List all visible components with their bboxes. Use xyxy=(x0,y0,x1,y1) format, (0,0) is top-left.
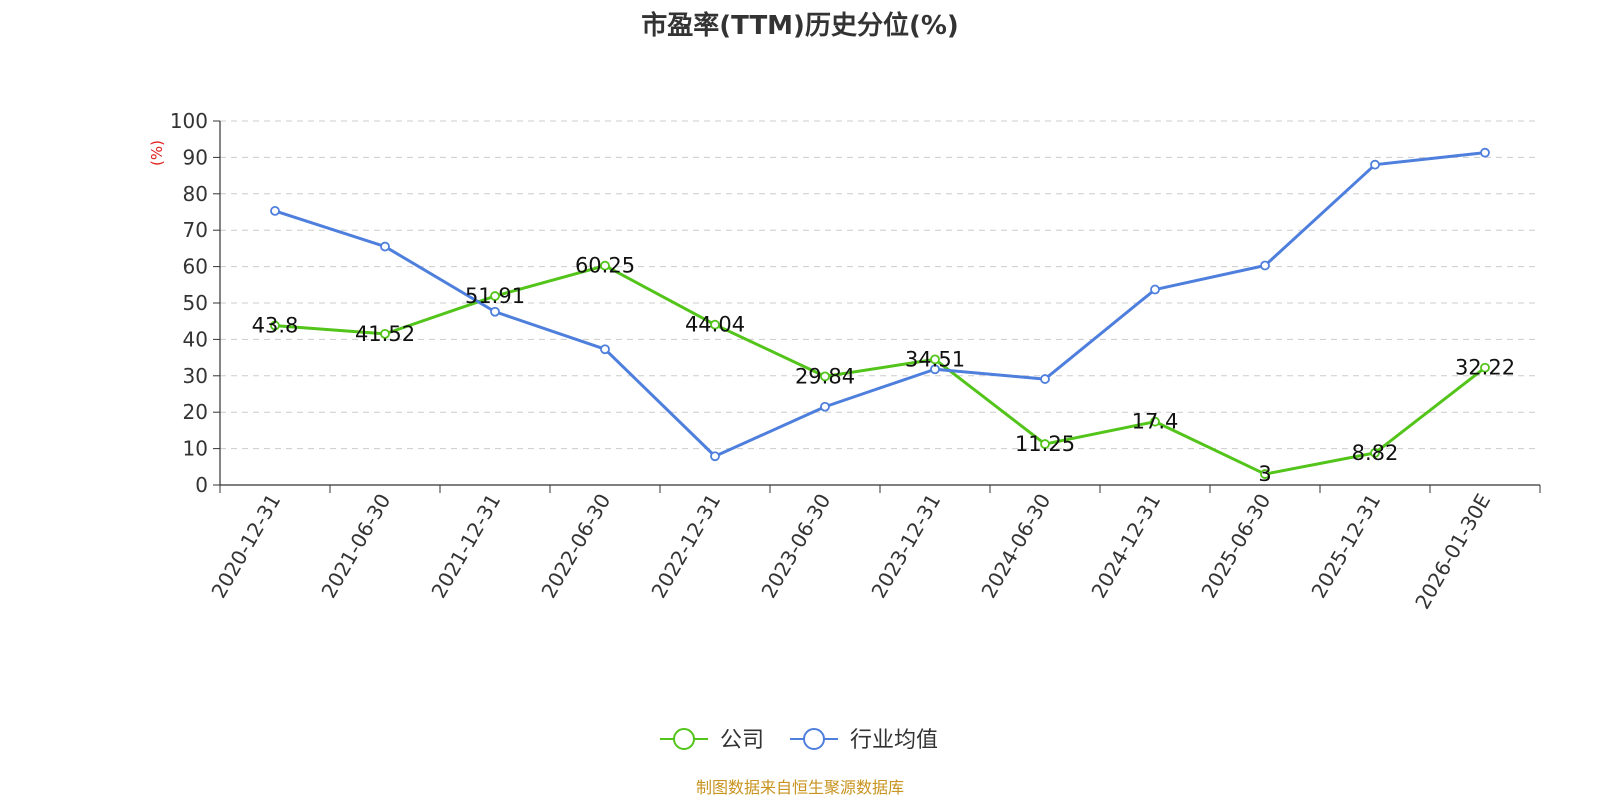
legend-marker-icon xyxy=(673,728,695,750)
x-tick-label: 2022-12-31 xyxy=(646,490,725,603)
data-label: 3 xyxy=(1258,462,1271,486)
y-tick-label: 70 xyxy=(183,218,208,242)
y-tick-label: 20 xyxy=(183,400,208,424)
series-line-0 xyxy=(274,264,1486,476)
grid-lines xyxy=(220,120,1540,450)
source-note: 制图数据来自恒生聚源数据库 xyxy=(696,778,904,797)
data-label: 60.25 xyxy=(575,254,635,278)
data-point[interactable] xyxy=(820,371,830,382)
x-tick-label: 2020-12-31 xyxy=(206,490,285,603)
y-tick-label: 90 xyxy=(183,145,208,169)
series-lines xyxy=(274,151,1486,476)
data-point[interactable] xyxy=(1370,447,1380,458)
data-label: 44.04 xyxy=(685,313,745,337)
data-label: 32.22 xyxy=(1455,356,1515,380)
x-tick-label: 2024-12-31 xyxy=(1086,490,1165,603)
data-point[interactable] xyxy=(820,401,830,412)
series-line-1 xyxy=(274,151,1486,458)
data-point[interactable] xyxy=(1150,284,1160,295)
x-tick-label: 2023-06-30 xyxy=(756,490,835,603)
data-label: 17.4 xyxy=(1132,410,1179,434)
legend-item-0[interactable]: 公司 xyxy=(660,728,764,753)
x-tick-label: 2022-06-30 xyxy=(536,490,615,603)
data-points xyxy=(270,147,1490,479)
data-point[interactable] xyxy=(600,344,610,355)
legend-label: 公司 xyxy=(720,728,764,753)
data-point[interactable] xyxy=(270,320,280,331)
x-tick-label: 2025-12-31 xyxy=(1306,490,1385,603)
data-point[interactable] xyxy=(1260,469,1270,479)
y-tick-label: 80 xyxy=(183,182,208,206)
data-point[interactable] xyxy=(710,319,720,330)
data-point[interactable] xyxy=(270,206,280,216)
data-label: 29.84 xyxy=(795,364,855,388)
data-point[interactable] xyxy=(380,328,390,339)
data-point[interactable] xyxy=(1260,260,1270,271)
y-tick-label: 50 xyxy=(183,291,208,315)
x-tick-label: 2023-12-31 xyxy=(866,490,945,603)
data-point[interactable] xyxy=(930,364,940,375)
data-point[interactable] xyxy=(1370,159,1380,170)
axes: 0 10 20 30 40 50 60 70 80 90 100 2020-12-31 2021-06-… xyxy=(170,109,1541,614)
data-point[interactable] xyxy=(1150,416,1160,427)
y-tick-label: 30 xyxy=(183,364,208,388)
data-point[interactable] xyxy=(1480,147,1490,158)
data-point[interactable] xyxy=(710,451,720,462)
data-labels: 43.8 41.52 51.91 60.25 44.04 29.84 34.51 11.25 1… xyxy=(252,254,1515,486)
x-tick-label: 2026-01-30E xyxy=(1410,490,1495,614)
data-label: 41.52 xyxy=(355,322,415,346)
chart-title: 市盈率(TTM)历史分位(%) xyxy=(641,10,959,41)
y-tick-label: 0 xyxy=(195,473,208,497)
data-point[interactable] xyxy=(930,354,940,365)
y-tick-label: 100 xyxy=(170,109,208,133)
y-tick-label: 60 xyxy=(183,255,208,279)
x-tick-label: 2021-06-30 xyxy=(316,490,395,603)
data-point[interactable] xyxy=(380,241,390,252)
legend-label: 行业均值 xyxy=(850,728,938,753)
data-point[interactable] xyxy=(490,291,500,301)
data-label: 8.82 xyxy=(1352,441,1399,465)
x-tick-label: 2021-12-31 xyxy=(426,490,505,603)
data-label: 11.25 xyxy=(1015,432,1075,456)
x-tick-label: 2025-06-30 xyxy=(1196,490,1275,603)
data-point[interactable] xyxy=(600,260,610,271)
data-point[interactable] xyxy=(1040,439,1050,449)
y-tick-label: 10 xyxy=(183,437,208,461)
data-point[interactable] xyxy=(490,306,500,317)
data-point[interactable] xyxy=(1040,374,1050,384)
data-label: 43.8 xyxy=(252,314,299,338)
legend-marker-icon xyxy=(803,728,825,750)
legend[interactable]: 公司 行业均值 xyxy=(660,728,938,753)
data-label: 51.91 xyxy=(465,284,525,308)
data-point[interactable] xyxy=(1480,362,1490,373)
data-label: 34.51 xyxy=(905,347,965,371)
legend-item-1[interactable]: 行业均值 xyxy=(790,728,938,753)
y-axis-unit-label: (%) xyxy=(148,140,166,166)
x-tick-label: 2024-06-30 xyxy=(976,490,1055,603)
y-tick-label: 40 xyxy=(183,327,208,351)
